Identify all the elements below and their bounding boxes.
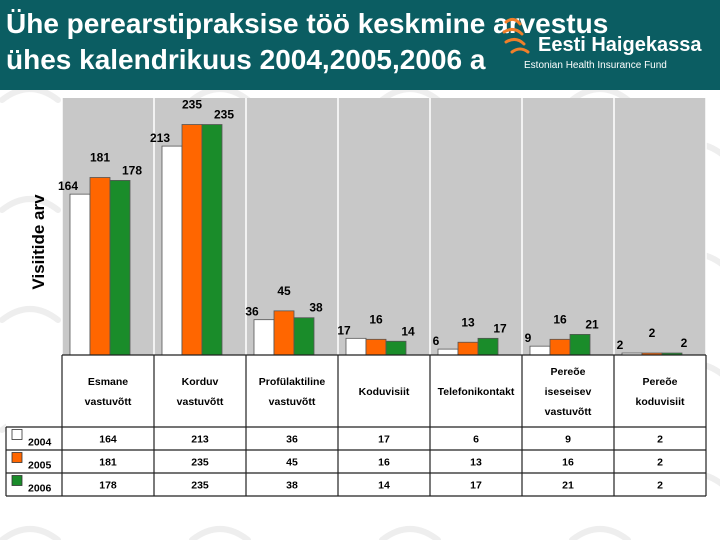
table-cell-2005-4: 13 [470, 457, 482, 469]
data-label-2005-1: 235 [182, 98, 202, 112]
data-label-2005-5: 16 [553, 312, 567, 326]
data-label-2004-4: 6 [433, 334, 440, 348]
haigekassa-logo-icon [502, 17, 530, 54]
table-cell-2004-4: 6 [473, 434, 479, 446]
table-cell-2006-3: 14 [378, 480, 390, 492]
watermark-stroke [379, 90, 441, 103]
table-cell-2005-3: 16 [378, 457, 390, 469]
data-label-2005-6: 2 [649, 326, 656, 340]
bar-2006-2 [293, 317, 315, 356]
watermark-stroke [189, 526, 251, 540]
bar-2004-2 [253, 319, 275, 356]
bar-2006-1 [201, 124, 223, 356]
data-label-2005-4: 13 [461, 315, 475, 329]
bar-2005-2 [273, 310, 295, 356]
slide-header: Ühe perearstipraksise töö keskmine arves… [0, 0, 720, 90]
table-cell-2004-5: 9 [565, 434, 571, 446]
table-cell-2004-2: 36 [286, 434, 298, 446]
category-label-6: koduvisiit [635, 396, 685, 408]
logo-name: Eesti Haigekassa [538, 34, 702, 56]
table-cell-2005-6: 2 [657, 457, 663, 469]
data-label-2005-0: 181 [90, 150, 110, 164]
category-label-1: Korduv [182, 376, 219, 388]
table-cell-2005-5: 16 [562, 457, 574, 469]
bar-2005-5 [549, 338, 571, 356]
legend-label-2005: 2005 [28, 460, 52, 472]
table-cell-2006-1: 235 [191, 480, 209, 492]
data-label-2004-6: 2 [617, 338, 624, 352]
legend-label-2006: 2006 [28, 483, 52, 495]
table-cell-2004-1: 213 [191, 434, 209, 446]
bar-2005-3 [365, 338, 387, 356]
slide-title-line-2: ühes kalendrikuus 2004,2005,2006 a [6, 44, 486, 75]
table-cell-2004-0: 164 [99, 434, 117, 446]
data-label-2006-5: 21 [585, 317, 599, 331]
category-label-3: Koduvisiit [359, 386, 410, 398]
bar-2004-0 [69, 193, 91, 356]
watermark-stroke [0, 526, 61, 540]
bar-2004-4 [437, 348, 459, 356]
data-label-2004-1: 213 [150, 131, 170, 145]
data-label-2006-6: 2 [681, 336, 688, 350]
bar-2006-0 [109, 180, 131, 356]
data-label-2006-0: 178 [122, 163, 142, 177]
category-label-0: vastuvõtt [85, 396, 132, 408]
y-axis-label: Visiitide arv [29, 194, 48, 290]
category-label-4: Telefonikontakt [438, 386, 515, 398]
table-cell-2006-5: 21 [562, 480, 574, 492]
category-label-5: iseseisev [545, 386, 592, 398]
legend-swatch-2005 [11, 452, 23, 463]
data-label-2005-2: 45 [277, 284, 291, 298]
logo: Eesti Haigekassa Estonian Health Insuran… [500, 17, 715, 80]
bar-2006-3 [385, 340, 407, 356]
bar-2006-5 [569, 334, 591, 356]
data-label-2004-5: 9 [525, 331, 532, 345]
table-cell-2005-1: 235 [191, 457, 209, 469]
watermark-stroke [0, 196, 61, 213]
bar-2004-3 [345, 337, 367, 356]
category-label-2: Profülaktiline [259, 376, 326, 388]
bar-2005-0 [89, 177, 111, 356]
data-label-2004-0: 164 [58, 179, 78, 193]
bar-2005-4 [457, 341, 479, 356]
table-cell-2005-2: 45 [286, 457, 298, 469]
category-label-5: Pereõe [550, 366, 585, 378]
bar-2006-4 [477, 337, 499, 356]
watermark-stroke [379, 526, 441, 540]
table-cell-2005-0: 181 [99, 457, 117, 469]
data-label-2004-2: 36 [245, 305, 259, 319]
table-cell-2004-3: 17 [378, 434, 390, 446]
legend-swatch-2004 [11, 429, 23, 440]
table-cell-2006-6: 2 [657, 480, 663, 492]
category-label-6: Pereõe [642, 376, 677, 388]
table-cell-2006-2: 38 [286, 480, 298, 492]
data-table: Esmane vastuvõtt Korduv vastuvõtt Profülakti… [5, 354, 707, 497]
watermark-stroke [569, 526, 631, 540]
category-label-5: vastuvõtt [545, 406, 592, 418]
table-cell-2006-0: 178 [99, 480, 117, 492]
watermark-stroke [0, 306, 61, 323]
legend-label-2004: 2004 [28, 437, 52, 449]
watermark-stroke [569, 90, 631, 103]
table-cell-2006-4: 17 [470, 480, 482, 492]
watermark-stroke [189, 90, 251, 103]
category-label-1: vastuvõtt [177, 396, 224, 408]
data-label-2004-3: 17 [337, 323, 351, 337]
bar-2004-1 [161, 145, 183, 356]
data-label-2006-2: 38 [309, 301, 323, 315]
category-label-0: Esmane [88, 376, 128, 388]
bar-2004-5 [529, 345, 551, 356]
table-cell-2004-6: 2 [657, 434, 663, 446]
bar-2005-1 [181, 124, 203, 356]
data-label-2006-1: 235 [214, 108, 234, 122]
slide-title-line-1: Ühe perearstipraksise töö keskmine arves… [6, 8, 609, 39]
data-label-2006-4: 17 [493, 321, 507, 335]
data-label-2006-3: 14 [401, 324, 415, 338]
category-label-2: vastuvõtt [269, 396, 316, 408]
data-label-2005-3: 16 [369, 312, 383, 326]
legend-swatch-2006 [11, 475, 23, 486]
logo-subtitle: Estonian Health Insurance Fund [524, 60, 667, 71]
watermark-stroke [0, 90, 61, 103]
